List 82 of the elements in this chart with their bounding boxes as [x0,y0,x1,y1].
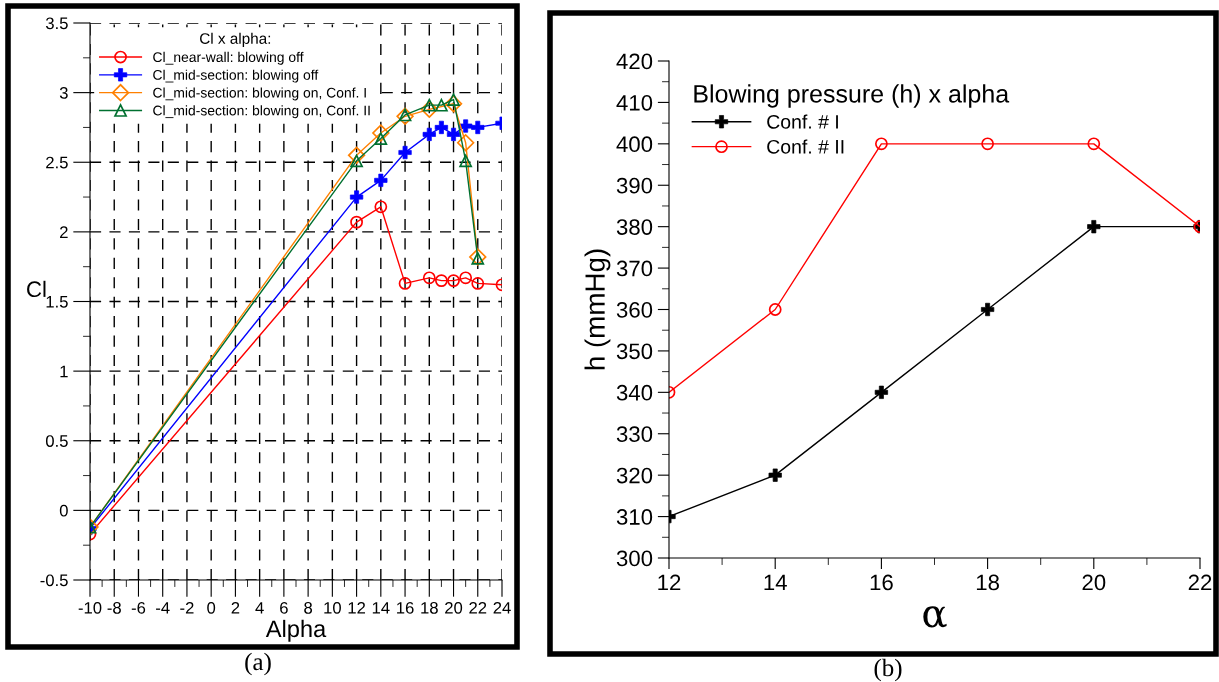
point [398,277,412,290]
point [435,98,448,112]
x-axis-title: α [923,606,947,628]
point [422,271,436,285]
y-tick-label: 3 [59,87,68,99]
point [459,154,473,168]
point [875,137,888,151]
x-axis-title: Alpha [265,619,327,642]
legend-label: Conf. # II [767,139,844,154]
point [456,134,475,152]
x-tick-label: 2 [231,601,240,614]
x-tick-label: 20 [1082,574,1106,591]
point [459,271,473,285]
legend-title: Blowing pressure (h) x alpha [694,84,1010,108]
y-tick-label: 330 [616,426,653,443]
x-tick-label: 12 [348,601,366,614]
point [372,124,390,142]
point [471,277,485,290]
y-tick-label: 370 [616,260,653,277]
point [447,274,460,288]
legend-label: Cl_mid-section: blowing off [153,69,319,83]
point [981,302,995,317]
x-tick-label: 14 [372,602,390,614]
legend-label: Cl_mid-section: blowing on, Conf. I [153,87,366,101]
text: (a) [245,652,271,676]
y-tick-label: 310 [616,509,653,525]
x-tick-label: -8 [107,601,121,614]
x-tick-label: 0 [207,601,216,614]
x-tick-label: 4 [255,602,264,614]
x-tick-label: 14 [764,574,787,591]
y-tick-label: 390 [616,177,653,194]
x-tick-label: 22 [469,601,487,614]
legend-label: Conf. # I [767,114,838,129]
x-tick-label: -10 [78,601,102,614]
y-tick-label: 340 [616,384,653,401]
point [1087,137,1101,151]
y-tick-label: 1.5 [46,296,68,308]
y-tick-label: 380 [616,219,653,235]
y-tick-label: 3.5 [45,17,68,30]
y-tick-label: 300 [616,550,653,567]
text: (b) [874,658,902,682]
x-tick-label: 6 [280,601,288,614]
y-tick-label: 2.5 [46,156,68,169]
y-tick-label: 320 [616,467,653,484]
x-tick-label: 10 [324,601,341,614]
x-tick-label: 16 [870,574,893,591]
point [374,132,388,145]
x-tick-label: 16 [397,601,414,614]
x-tick-label: 20 [445,601,463,614]
y-tick-label: 410 [616,94,653,111]
y-tick-label: 2 [60,226,68,238]
legend-label: Cl_near-wall: blowing off [153,51,304,65]
point [435,274,448,288]
x-tick-label: 12 [658,574,681,591]
y-axis-title: h (mmHg) [584,249,611,370]
point [347,146,366,164]
point [350,215,363,229]
legend-label: Cl_mid-section: blowing on, Conf. II [153,105,370,119]
x-tick-label: 8 [304,601,313,614]
x-tick-label: 18 [976,574,999,591]
y-tick-label: -0.5 [40,574,68,587]
y-tick-label: 1 [60,365,68,378]
x-tick-label: -4 [156,602,170,614]
x-tick-label: 22 [1188,574,1212,591]
legend-title: Cl x alpha: [200,32,271,47]
point [374,200,388,214]
x-tick-label: -2 [180,601,194,614]
x-tick-label: 18 [421,601,438,614]
point [444,95,463,113]
x-tick-label: 24 [493,601,511,614]
y-tick-label: 350 [616,343,653,360]
point [446,127,461,141]
y-tick-label: 0 [59,504,68,517]
y-tick-label: 0.5 [45,435,68,447]
y-axis-title: Cl [27,280,46,298]
y-tick-label: 400 [616,136,653,153]
point [768,303,782,316]
point [420,100,438,119]
y-tick-label: 420 [616,53,653,70]
x-tick-label: -6 [131,601,146,614]
point [981,137,994,151]
y-tick-label: 360 [616,302,653,318]
